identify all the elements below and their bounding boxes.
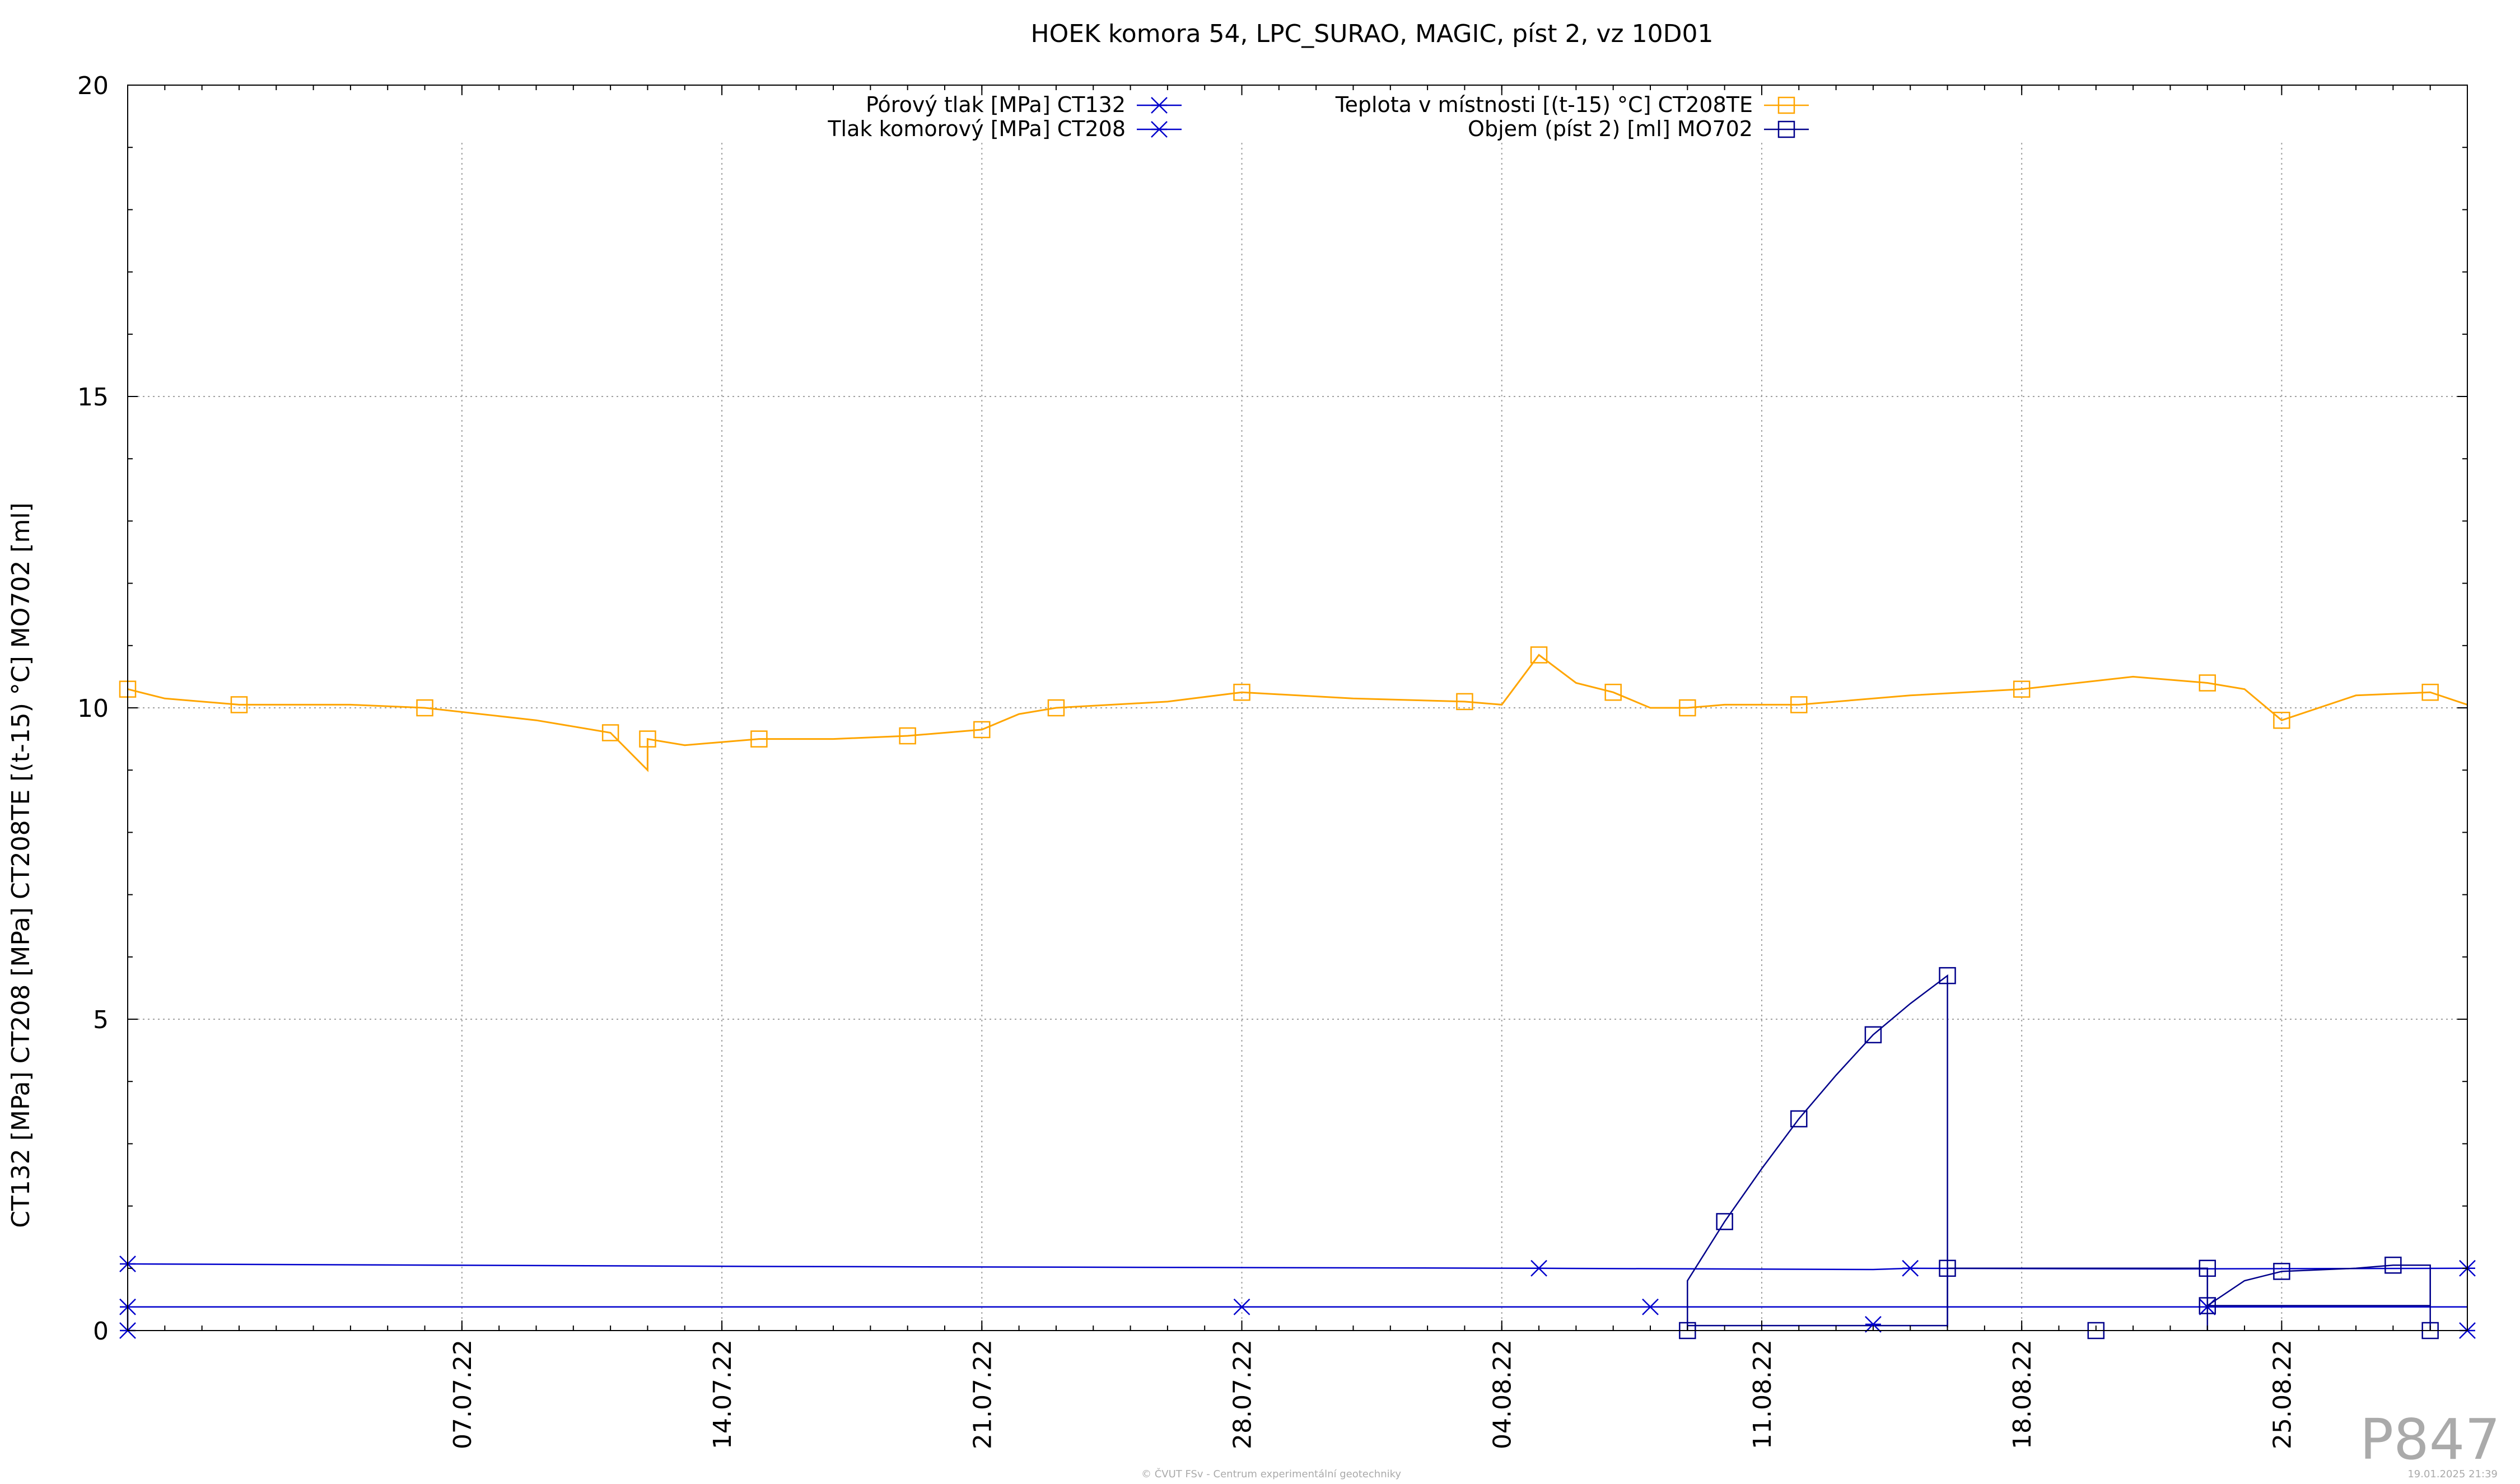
data-point-2: [2013, 680, 2031, 698]
data-point-3: [1790, 1110, 1808, 1128]
y-tick-label: 0: [93, 1317, 109, 1346]
y-tick-label: 15: [77, 383, 109, 412]
x-tick-label: 07.07.22: [449, 1340, 477, 1449]
copyright-footer: © ČVUT FSv - Centrum experimentální geot…: [1141, 1468, 1401, 1480]
data-point-2: [2273, 711, 2290, 729]
data-point-2: [1233, 683, 1250, 701]
x-tick-label: 14.07.22: [708, 1340, 737, 1449]
grid-lines: [128, 143, 2467, 1331]
data-point-0: [1530, 1259, 1547, 1277]
x-tick-label: 04.08.22: [1488, 1340, 1517, 1449]
data-point-3: [2273, 1263, 2290, 1280]
data-point-3: [1939, 967, 1956, 984]
data-point-2: [2421, 683, 2439, 701]
data-point-3: [2384, 1256, 2402, 1274]
y-axis-label: CT132 [MPa] CT208 [MPa] CT208TE [(t-15) …: [7, 502, 35, 1228]
data-point-2: [639, 730, 656, 748]
legend-entry-label: Objem (píst 2) [ml] MO702: [1468, 116, 1753, 141]
data-point-2: [1790, 696, 1808, 713]
series-line-2: [127, 654, 2468, 772]
legend-entry-marker: [1777, 96, 1795, 114]
x-tick-label: 28.07.22: [1229, 1340, 1257, 1449]
legend-entry-label: Pórový tlak [MPa] CT132: [866, 92, 1126, 117]
legend-entry-label: Tlak komorový [MPa] CT208: [827, 116, 1126, 141]
x-tick-label: 21.07.22: [968, 1340, 997, 1449]
data-point-3: [1716, 1213, 1733, 1230]
chart-title: HOEK komora 54, LPC_SURAO, MAGIC, píst 2…: [1031, 20, 1714, 48]
legend-entry-label: Teplota v místnosti [(t-15) °C] CT208TE: [1335, 92, 1753, 117]
data-point-2: [416, 699, 433, 717]
x-tick-label: 18.08.22: [2008, 1340, 2037, 1449]
x-tick-label: 11.08.22: [1748, 1340, 1777, 1449]
y-tick-label: 5: [93, 1006, 109, 1034]
data-point-2: [750, 730, 768, 748]
y-tick-label: 10: [77, 694, 109, 723]
data-point-2: [899, 727, 916, 745]
legend-entry-marker: [1777, 120, 1795, 138]
legend-entry-marker: [1151, 121, 1168, 138]
y-tick-label: 20: [77, 72, 109, 100]
data-point-3: [1864, 1026, 1882, 1044]
axes: 0 5 10 15 20 07.07.22 14.07.22 21.07.22 28.07.22…: [77, 72, 2468, 1449]
x-tick-label: 25.08.22: [2268, 1340, 2297, 1449]
data-point-2: [601, 724, 619, 741]
data-point-2: [2199, 674, 2216, 692]
data-point-2: [1679, 699, 1696, 717]
data-point-2: [1530, 646, 1548, 664]
legend-entry-marker: [1151, 97, 1168, 114]
generated-timestamp: 19.01.2025 21:39: [2407, 1468, 2498, 1480]
data-point-2: [1047, 699, 1065, 717]
data-point-1: [1233, 1298, 1250, 1315]
data-point-extra: [1865, 1315, 1882, 1333]
plot-border: [127, 85, 2468, 1331]
chart-id-watermark: P847: [2360, 1407, 2500, 1472]
data-point-0: [1902, 1259, 1919, 1277]
data-point-2: [973, 721, 991, 739]
data-point-1: [1642, 1298, 1659, 1315]
data-point-2: [1456, 693, 1473, 711]
data-point-2: [1604, 683, 1622, 701]
series-segment-1: [2206, 1268, 2431, 1306]
data-point-2: [230, 696, 248, 713]
